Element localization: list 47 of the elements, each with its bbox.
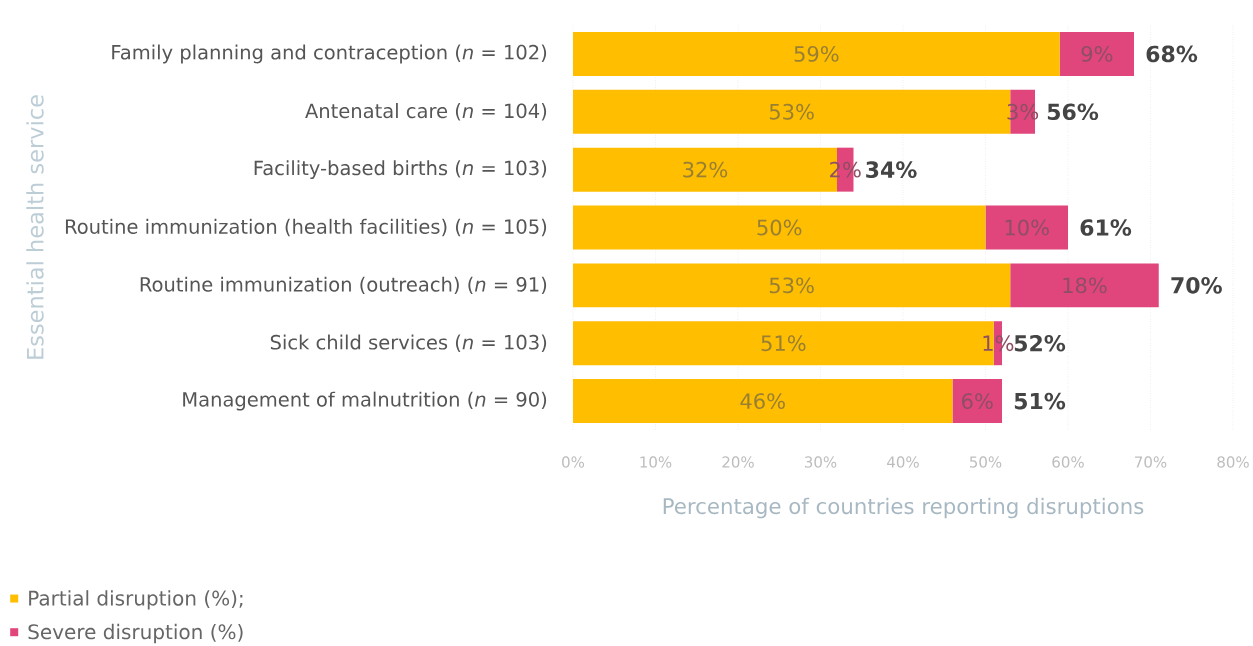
bar [573, 205, 986, 250]
y-tick-label: Family planning and contraception (n = 102) [112, 44, 547, 64]
data-label: 6% [962, 393, 993, 410]
total-label: 68% [1146, 45, 1198, 63]
x-tick-label: 50% [969, 456, 1002, 468]
y-tick-label: Management of malnutrition (n = 90) [183, 391, 547, 411]
x-tick-label: 40% [887, 456, 919, 468]
total-label: 51% [1014, 392, 1066, 410]
x-tick-label: 60% [1052, 456, 1084, 468]
bar [573, 379, 953, 424]
y-tick-label: Facility-based births (n = 103) [254, 160, 547, 180]
bar [1059, 31, 1134, 76]
data-label: 46% [740, 393, 785, 410]
bar [1010, 263, 1159, 308]
data-label: 59% [794, 45, 839, 62]
y-axis-title: Essential health service [26, 95, 44, 359]
total-label: 52% [1014, 334, 1066, 352]
y-tick-label: Sick child services (n = 103) [270, 334, 547, 352]
total-label: 70% [1171, 277, 1222, 294]
data-label: 53% [769, 103, 814, 120]
total-label: 34% [866, 161, 917, 178]
bar [952, 379, 1002, 424]
data-label: 53% [769, 277, 814, 294]
total-label: 56% [1047, 103, 1099, 121]
data-label: 9% [1081, 45, 1113, 62]
x-tick-label: 10% [640, 456, 672, 468]
x-tick-label: 70% [1135, 456, 1167, 468]
x-tick-label: 0% [562, 456, 585, 468]
y-tick-label: Routine immunization (outreach) (n = 91) [140, 276, 547, 295]
x-axis-title: Percentage of countries reporting disruptions [663, 497, 1144, 519]
data-label: 1% [983, 335, 1014, 352]
legend-label: Partial disruption (%); [29, 590, 243, 610]
x-tick-label: 30% [804, 456, 837, 468]
data-label: 32% [683, 161, 728, 178]
y-tick-label: Routine immunization (health facilities) (n = 105) [65, 218, 547, 237]
x-tick-label: 80% [1217, 456, 1249, 468]
data-label: 51% [761, 335, 806, 352]
y-tick-label: Antenatal care (n = 104) [305, 103, 547, 121]
bar [573, 263, 1011, 308]
x-tick-label: 20% [722, 456, 754, 468]
bar [985, 205, 1068, 250]
data-label: 18% [1063, 277, 1107, 294]
data-label: 10% [1005, 219, 1049, 236]
data-label: 50% [757, 219, 802, 236]
legend-label: Severe disruption (%) [28, 623, 243, 644]
total-label: 61% [1080, 219, 1132, 236]
bar [573, 31, 1060, 76]
